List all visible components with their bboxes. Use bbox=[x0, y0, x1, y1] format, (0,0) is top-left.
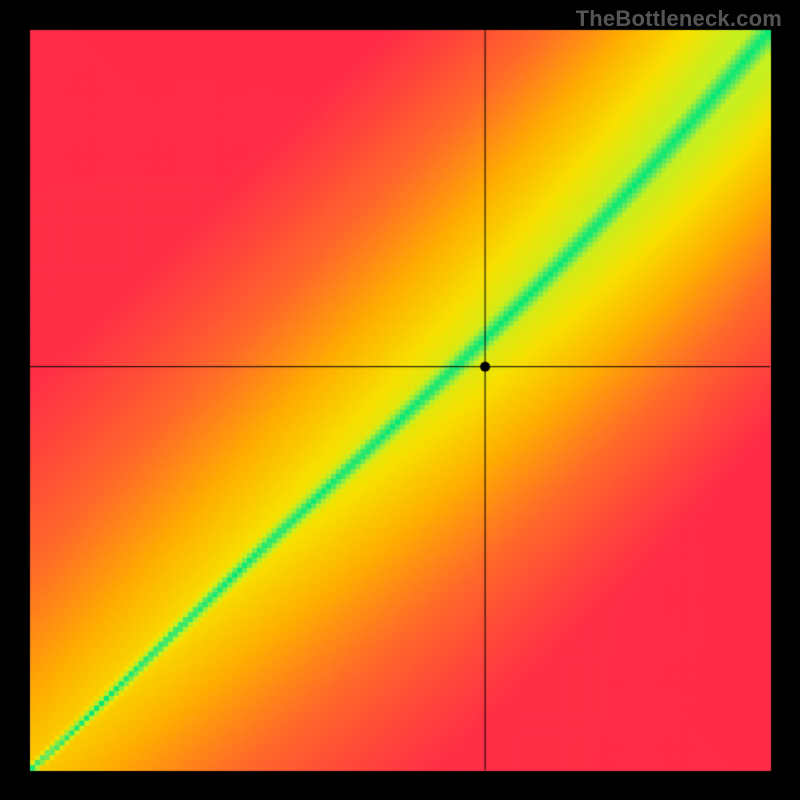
chart-container: TheBottleneck.com bbox=[0, 0, 800, 800]
bottleneck-heatmap bbox=[0, 0, 800, 800]
watermark-text: TheBottleneck.com bbox=[576, 6, 782, 32]
